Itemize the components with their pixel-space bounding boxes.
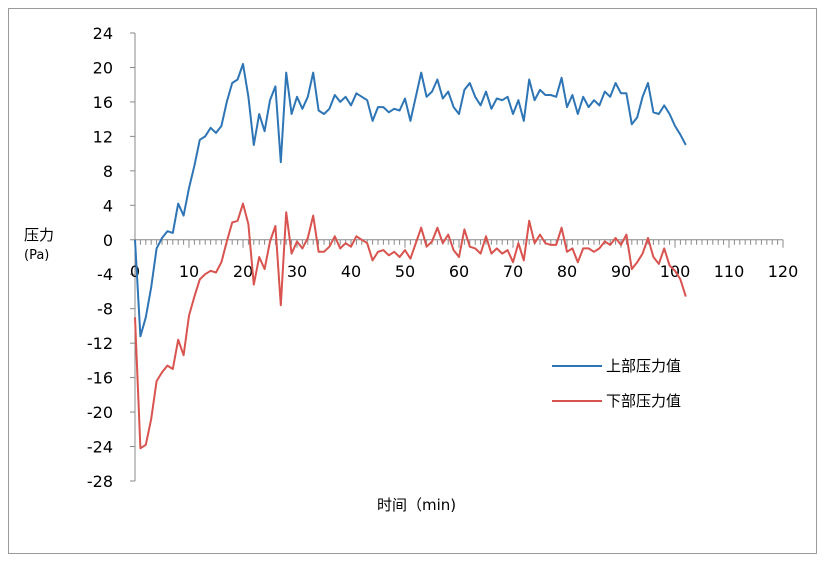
y-axis-title: 压力 — [24, 226, 54, 244]
y-tick-label: 12 — [93, 127, 113, 146]
x-axis-title: 时间（min) — [377, 496, 456, 514]
y-tick-label: 16 — [93, 93, 113, 112]
x-tick-label: 110 — [714, 262, 745, 281]
y-tick-label: -12 — [87, 334, 113, 353]
x-tick-label: 50 — [395, 262, 415, 281]
y-axis-unit: (Pa) — [24, 248, 49, 263]
y-tick-label: 20 — [93, 58, 113, 77]
legend-label-lower: 下部压力值 — [606, 392, 681, 410]
legend-label-upper: 上部压力值 — [606, 357, 681, 375]
y-tick-label: -24 — [87, 438, 113, 457]
x-tick-label: 20 — [233, 262, 253, 281]
x-tick-label: 10 — [179, 262, 199, 281]
x-tick-label: 40 — [341, 262, 361, 281]
chart-frame — [8, 8, 817, 554]
y-tick-label: 8 — [103, 162, 113, 181]
x-axis-tick-labels: 0 10 20 30 40 50 60 70 80 90 100 110 120 — [130, 262, 798, 281]
y-tick-label: 0 — [103, 231, 113, 250]
x-tick-label: 90 — [611, 262, 631, 281]
x-tick-label: 60 — [449, 262, 469, 281]
x-tick-label: 80 — [557, 262, 577, 281]
legend: 上部压力值 下部压力值 — [552, 357, 681, 410]
y-tick-label: -28 — [87, 472, 113, 491]
x-tick-label: 70 — [503, 262, 523, 281]
x-tick-label: 120 — [768, 262, 799, 281]
series-line-lower — [134, 202, 687, 450]
y-tick-label: 4 — [103, 196, 113, 215]
x-tick-label: 30 — [287, 262, 307, 281]
y-tick-label: 24 — [93, 24, 113, 43]
y-tick-label: -16 — [87, 369, 113, 388]
x-tick-label: 0 — [130, 262, 140, 281]
y-tick-label: -8 — [97, 300, 113, 319]
series-line-upper — [134, 63, 687, 338]
series-layer — [134, 63, 687, 450]
y-tick-label: -20 — [87, 403, 113, 422]
y-axis-tick-labels: 24 20 16 12 8 4 0 -4 -8 -12 -16 -20 -24 -28 — [87, 24, 113, 491]
x-axis-ticks — [134, 239, 784, 248]
y-tick-label: -4 — [97, 265, 113, 284]
y-axis-ticks — [130, 32, 135, 482]
